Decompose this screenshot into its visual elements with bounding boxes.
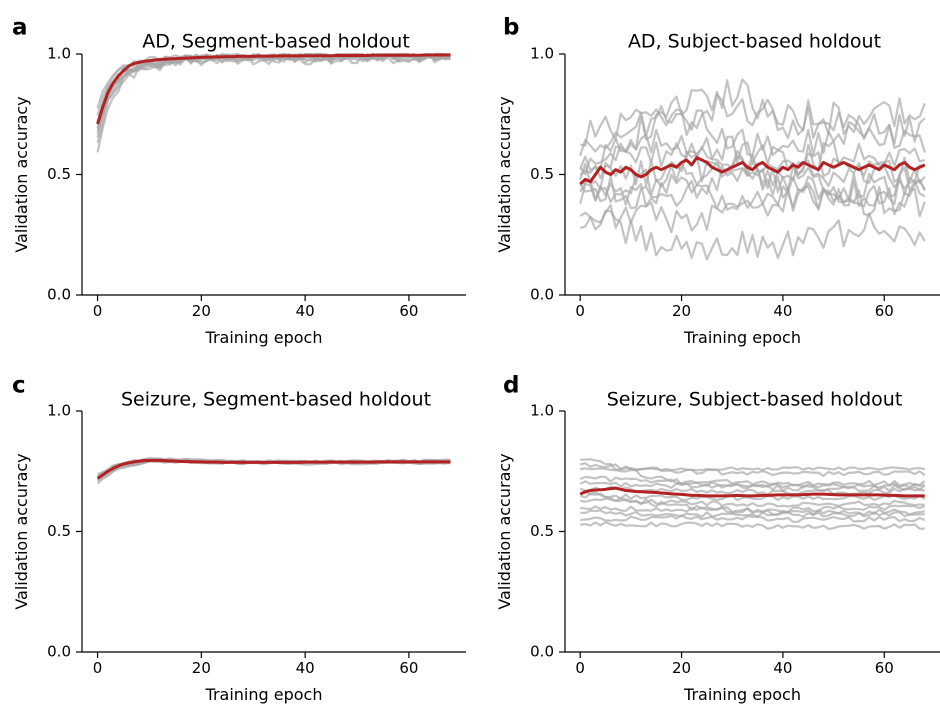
panel-b: b AD, Subject-based holdout 0 20 40 60 0.0 0.5 1… <box>495 15 940 347</box>
chart-title: Seizure, Segment-based holdout <box>121 389 431 411</box>
chart-title: Seizure, Subject-based holdout <box>607 389 903 411</box>
x-tick-label: 40 <box>773 302 792 320</box>
run-line-2 <box>96 459 451 483</box>
mean-line <box>579 486 925 498</box>
plot-area <box>96 456 451 485</box>
panel-c: c Seizure, Segment-based holdout 0 20 40 60 0.… <box>12 373 466 704</box>
run-line-3 <box>579 173 926 217</box>
x-tick-label: 20 <box>672 302 691 320</box>
x-tick-label: 60 <box>875 302 894 320</box>
panel-letter: a <box>12 15 28 41</box>
y-tick-label: 1.0 <box>47 402 71 420</box>
x-tick-label: 0 <box>93 659 103 677</box>
plot-area <box>579 78 926 261</box>
run-line-3 <box>579 475 926 487</box>
panel-letter: b <box>503 15 519 41</box>
panel-letter: d <box>503 373 519 399</box>
x-tick-label: 0 <box>93 302 103 320</box>
y-axis-label: Validation accuracy <box>495 453 514 609</box>
x-tick-label: 40 <box>773 659 792 677</box>
y-tick-label: 0.0 <box>530 286 554 304</box>
x-axis-label: Training epoch <box>683 328 801 347</box>
run-line-6 <box>579 492 926 502</box>
mean-line <box>96 458 451 480</box>
mean-line <box>96 53 451 125</box>
y-tick-label: 0.5 <box>47 522 71 540</box>
x-tick-label: 40 <box>296 302 315 320</box>
plot-area <box>579 458 926 530</box>
x-tick-label: 60 <box>399 659 418 677</box>
y-tick-label: 0.5 <box>530 165 554 183</box>
run-line-2 <box>579 462 926 477</box>
x-axis-label: Training epoch <box>683 685 801 704</box>
y-tick-label: 0.0 <box>530 643 554 661</box>
run-line-8 <box>579 165 926 210</box>
chart-title: AD, Subject-based holdout <box>628 31 881 53</box>
y-tick-label: 1.0 <box>47 45 71 63</box>
chart-title: AD, Segment-based holdout <box>142 31 410 53</box>
run-line-4 <box>579 104 926 158</box>
y-tick-label: 1.0 <box>530 45 554 63</box>
x-tick-label: 0 <box>575 659 585 677</box>
run-line-10 <box>580 514 926 523</box>
y-tick-label: 0.0 <box>47 286 71 304</box>
run-line-9 <box>96 53 451 122</box>
x-axis-label: Training epoch <box>205 328 323 347</box>
x-tick-label: 20 <box>672 659 691 677</box>
panel-d: d Seizure, Subject-based holdout 0 20 40 60 0.… <box>495 373 940 704</box>
panel-a: a AD, Segment-based holdout 0 20 40 60 0.0 0.5 1… <box>12 15 466 347</box>
y-tick-label: 0.0 <box>47 643 71 661</box>
y-tick-label: 1.0 <box>530 402 554 420</box>
x-tick-label: 20 <box>192 659 211 677</box>
run-line-8 <box>580 504 926 513</box>
panel-letter: c <box>12 373 26 399</box>
plot-area <box>96 52 452 153</box>
x-tick-label: 60 <box>875 659 894 677</box>
x-tick-label: 60 <box>399 302 418 320</box>
y-tick-label: 0.5 <box>530 522 554 540</box>
run-line-13 <box>579 491 925 517</box>
mean-line <box>579 156 926 186</box>
run-line-10 <box>579 180 926 234</box>
x-axis-label: Training epoch <box>205 685 323 704</box>
run-line-9 <box>580 509 925 518</box>
y-tick-label: 0.5 <box>47 165 71 183</box>
x-tick-label: 0 <box>575 302 585 320</box>
x-tick-label: 40 <box>296 659 315 677</box>
run-line-1 <box>579 209 926 261</box>
y-axis-label: Validation accuracy <box>12 96 31 252</box>
y-axis-label: Validation accuracy <box>12 453 31 609</box>
run-line-9 <box>579 93 926 147</box>
run-line-11 <box>580 521 925 530</box>
y-axis-label: Validation accuracy <box>495 96 514 252</box>
run-line-7 <box>579 128 926 176</box>
run-line-2 <box>579 78 926 172</box>
x-tick-label: 20 <box>192 302 211 320</box>
run-line-12 <box>580 458 926 493</box>
